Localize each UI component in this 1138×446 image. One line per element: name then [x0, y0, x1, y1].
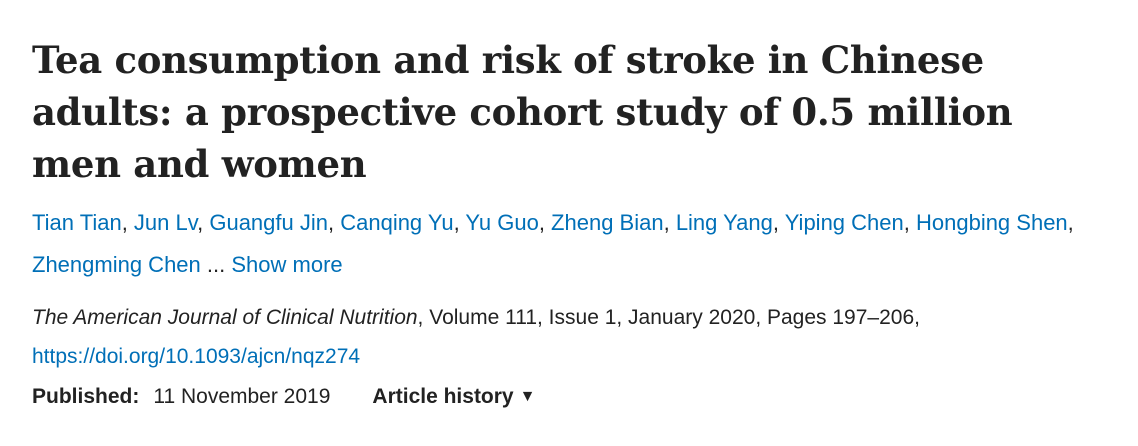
- caret-down-icon: ▼: [519, 388, 536, 405]
- author-link[interactable]: Ling Yang: [675, 210, 773, 235]
- author-link[interactable]: Tian Tian: [32, 210, 122, 235]
- author-ellipsis: ...: [206, 252, 226, 277]
- author-link[interactable]: Guangfu Jin: [209, 210, 328, 235]
- author-link[interactable]: Zhengming Chen: [32, 252, 201, 277]
- author-link[interactable]: Canqing Yu: [340, 210, 454, 235]
- published-date: 11 November 2019: [153, 385, 331, 408]
- citation-details: , Volume 111, Issue 1, January 2020, Pag…: [417, 306, 920, 329]
- show-more-authors-link[interactable]: Show more: [231, 252, 343, 277]
- author-link[interactable]: Zheng Bian: [551, 210, 664, 235]
- author-link[interactable]: Yiping Chen: [784, 210, 904, 235]
- author-link[interactable]: Jun Lv: [133, 210, 198, 235]
- author-link[interactable]: Yu Guo: [465, 210, 539, 235]
- author-link[interactable]: Hongbing Shen: [915, 210, 1068, 235]
- article-history-toggle[interactable]: Article history ▼: [372, 380, 535, 414]
- doi-link[interactable]: https://doi.org/10.1093/ajcn/nqz274: [32, 345, 361, 368]
- article-header: Tea consumption and risk of stroke in Ch…: [32, 34, 1102, 414]
- publication-meta: Published: 11 November 2019 Article hist…: [32, 380, 1102, 414]
- published-label: Published:: [32, 385, 140, 408]
- citation: The American Journal of Clinical Nutriti…: [32, 298, 1102, 376]
- article-title: Tea consumption and risk of stroke in Ch…: [32, 38, 1013, 186]
- journal-name: The American Journal of Clinical Nutriti…: [32, 306, 418, 329]
- author-list: Tian Tian, Jun Lv, Guangfu Jin, Canqing …: [32, 210, 1074, 277]
- article-history-label: Article history: [372, 385, 514, 408]
